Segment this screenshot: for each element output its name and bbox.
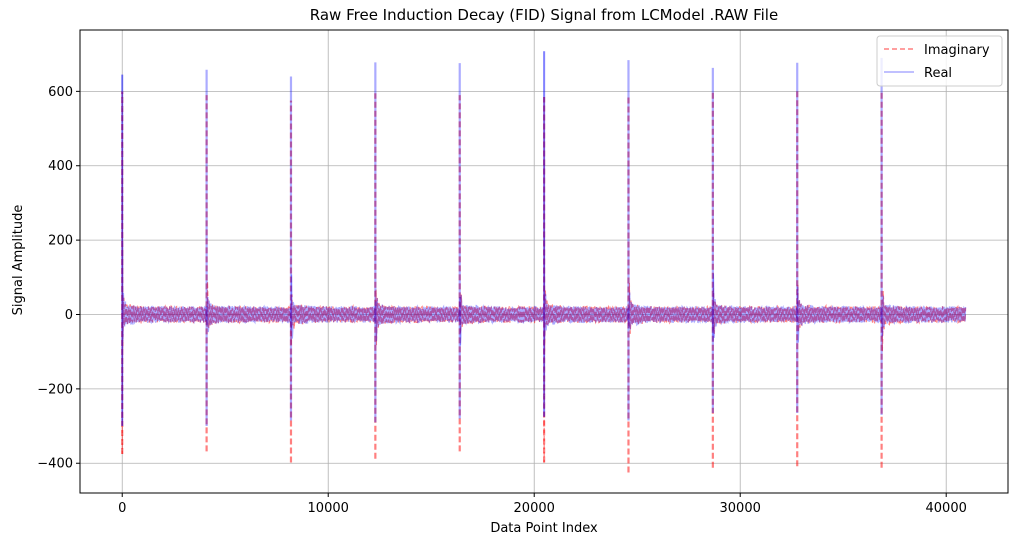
x-axis-label: Data Point Index bbox=[490, 521, 598, 536]
legend-label-imaginary: Imaginary bbox=[924, 43, 990, 58]
legend: Imaginary Real bbox=[876, 35, 1003, 87]
y-tick-label: 200 bbox=[48, 234, 73, 249]
y-tick-label: 600 bbox=[48, 85, 73, 100]
series-line-imaginary bbox=[121, 91, 967, 463]
chart-title: Raw Free Induction Decay (FID) Signal fr… bbox=[310, 6, 778, 24]
x-tick-label: 20000 bbox=[514, 501, 555, 516]
x-tick-label: 30000 bbox=[720, 501, 761, 516]
plot-area: 0 10000 20000 30000 40000 −400 −200 0 200 400 600 bbox=[37, 29, 1009, 516]
legend-label-real: Real bbox=[924, 66, 952, 81]
y-tick-label: 0 bbox=[65, 308, 73, 323]
y-axis-label: Signal Amplitude bbox=[11, 205, 26, 316]
y-tick-label: −200 bbox=[37, 382, 73, 397]
y-tick-label: 400 bbox=[48, 159, 73, 174]
plot-frame bbox=[79, 29, 1009, 494]
x-tick-label: 40000 bbox=[926, 501, 967, 516]
x-tick-label: 0 bbox=[118, 501, 126, 516]
x-tick-label: 10000 bbox=[308, 501, 349, 516]
series-line-real bbox=[121, 51, 967, 427]
y-tick-label: −400 bbox=[37, 457, 73, 472]
series-group bbox=[121, 51, 967, 473]
